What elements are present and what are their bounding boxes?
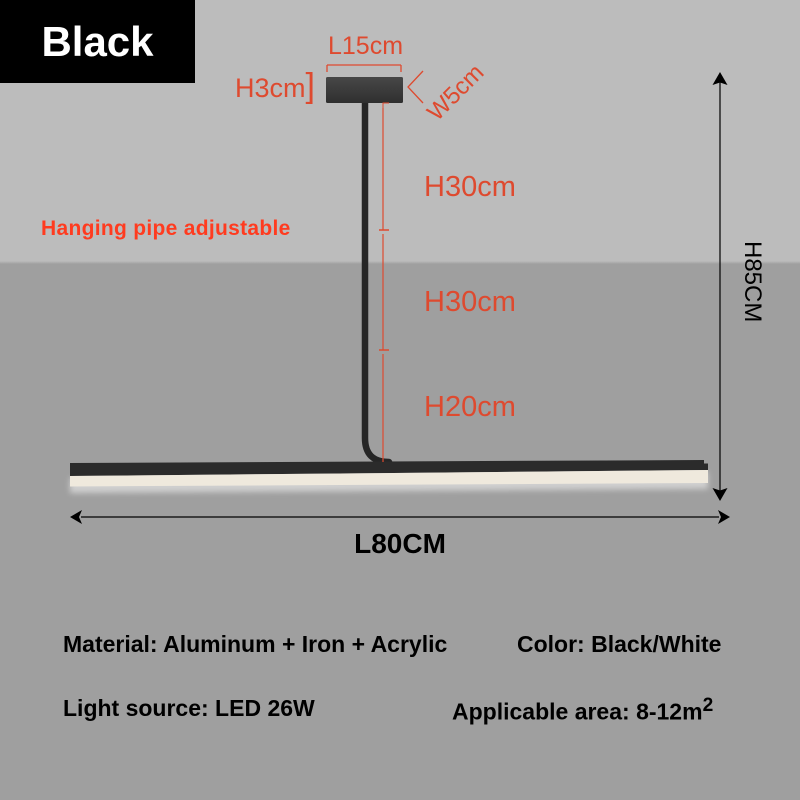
svg-text:H30cm: H30cm [424, 171, 516, 203]
svg-text:H20cm: H20cm [424, 391, 516, 423]
svg-text:H30cm: H30cm [424, 286, 516, 318]
svg-text:H3cm]: H3cm] [235, 67, 315, 105]
svg-text:W5cm: W5cm [422, 59, 489, 126]
svg-text:L15cm: L15cm [328, 32, 403, 60]
svg-text:H85CM: H85CM [739, 241, 766, 322]
